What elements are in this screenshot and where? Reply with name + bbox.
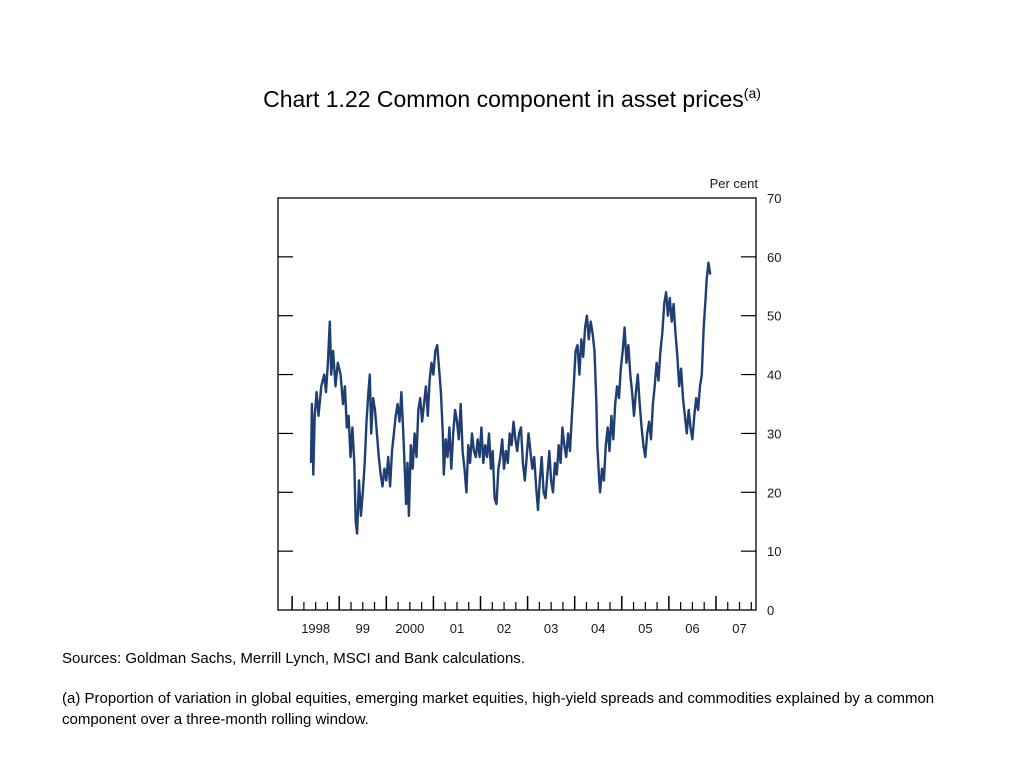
y-tick-label: 20 [767, 485, 781, 500]
chart-title-footnote-marker: (a) [743, 85, 761, 101]
x-tick-label: 07 [732, 621, 746, 636]
y-axis-unit-label: Per cent [710, 176, 759, 191]
y-tick-label: 60 [767, 250, 781, 265]
x-tick-label: 06 [685, 621, 699, 636]
x-tick-label: 02 [497, 621, 511, 636]
y-tick-label: 40 [767, 368, 781, 383]
y-tick-label: 10 [767, 544, 781, 559]
x-tick-label: 1998 [301, 621, 330, 636]
footnote-note: (a) Proportion of variation in global eq… [62, 690, 935, 728]
chart-title-text: Chart 1.22 Common component in asset pri… [263, 86, 744, 112]
chart-title: Chart 1.22 Common component in asset pri… [0, 85, 1024, 113]
y-tick-label: 30 [767, 426, 781, 441]
x-tick-label: 01 [450, 621, 464, 636]
y-tick-label: 0 [767, 603, 774, 618]
x-axis-ticks [291, 596, 752, 610]
y-tick-label: 50 [767, 309, 781, 324]
x-tick-label: 05 [638, 621, 652, 636]
plot-area [277, 197, 757, 611]
x-axis-labels: 1998 99 2000 01 02 03 04 05 06 07 [301, 621, 747, 636]
series-line [309, 261, 712, 535]
y-axis-labels: 0 10 20 30 40 50 60 70 [767, 191, 781, 618]
y-tick-label: 70 [767, 191, 781, 206]
x-tick-label: 99 [356, 621, 370, 636]
x-tick-label: 2000 [395, 621, 424, 636]
x-tick-label: 04 [591, 621, 605, 636]
sources-note: Sources: Goldman Sachs, Merrill Lynch, M… [62, 650, 525, 667]
line-chart: 0 10 20 30 40 50 60 70 1998 99 2000 01 02 03 04 05 06 07… [277, 176, 781, 636]
plot-frame [277, 197, 757, 611]
x-tick-label: 03 [544, 621, 558, 636]
y-axis-ticks [278, 256, 756, 552]
